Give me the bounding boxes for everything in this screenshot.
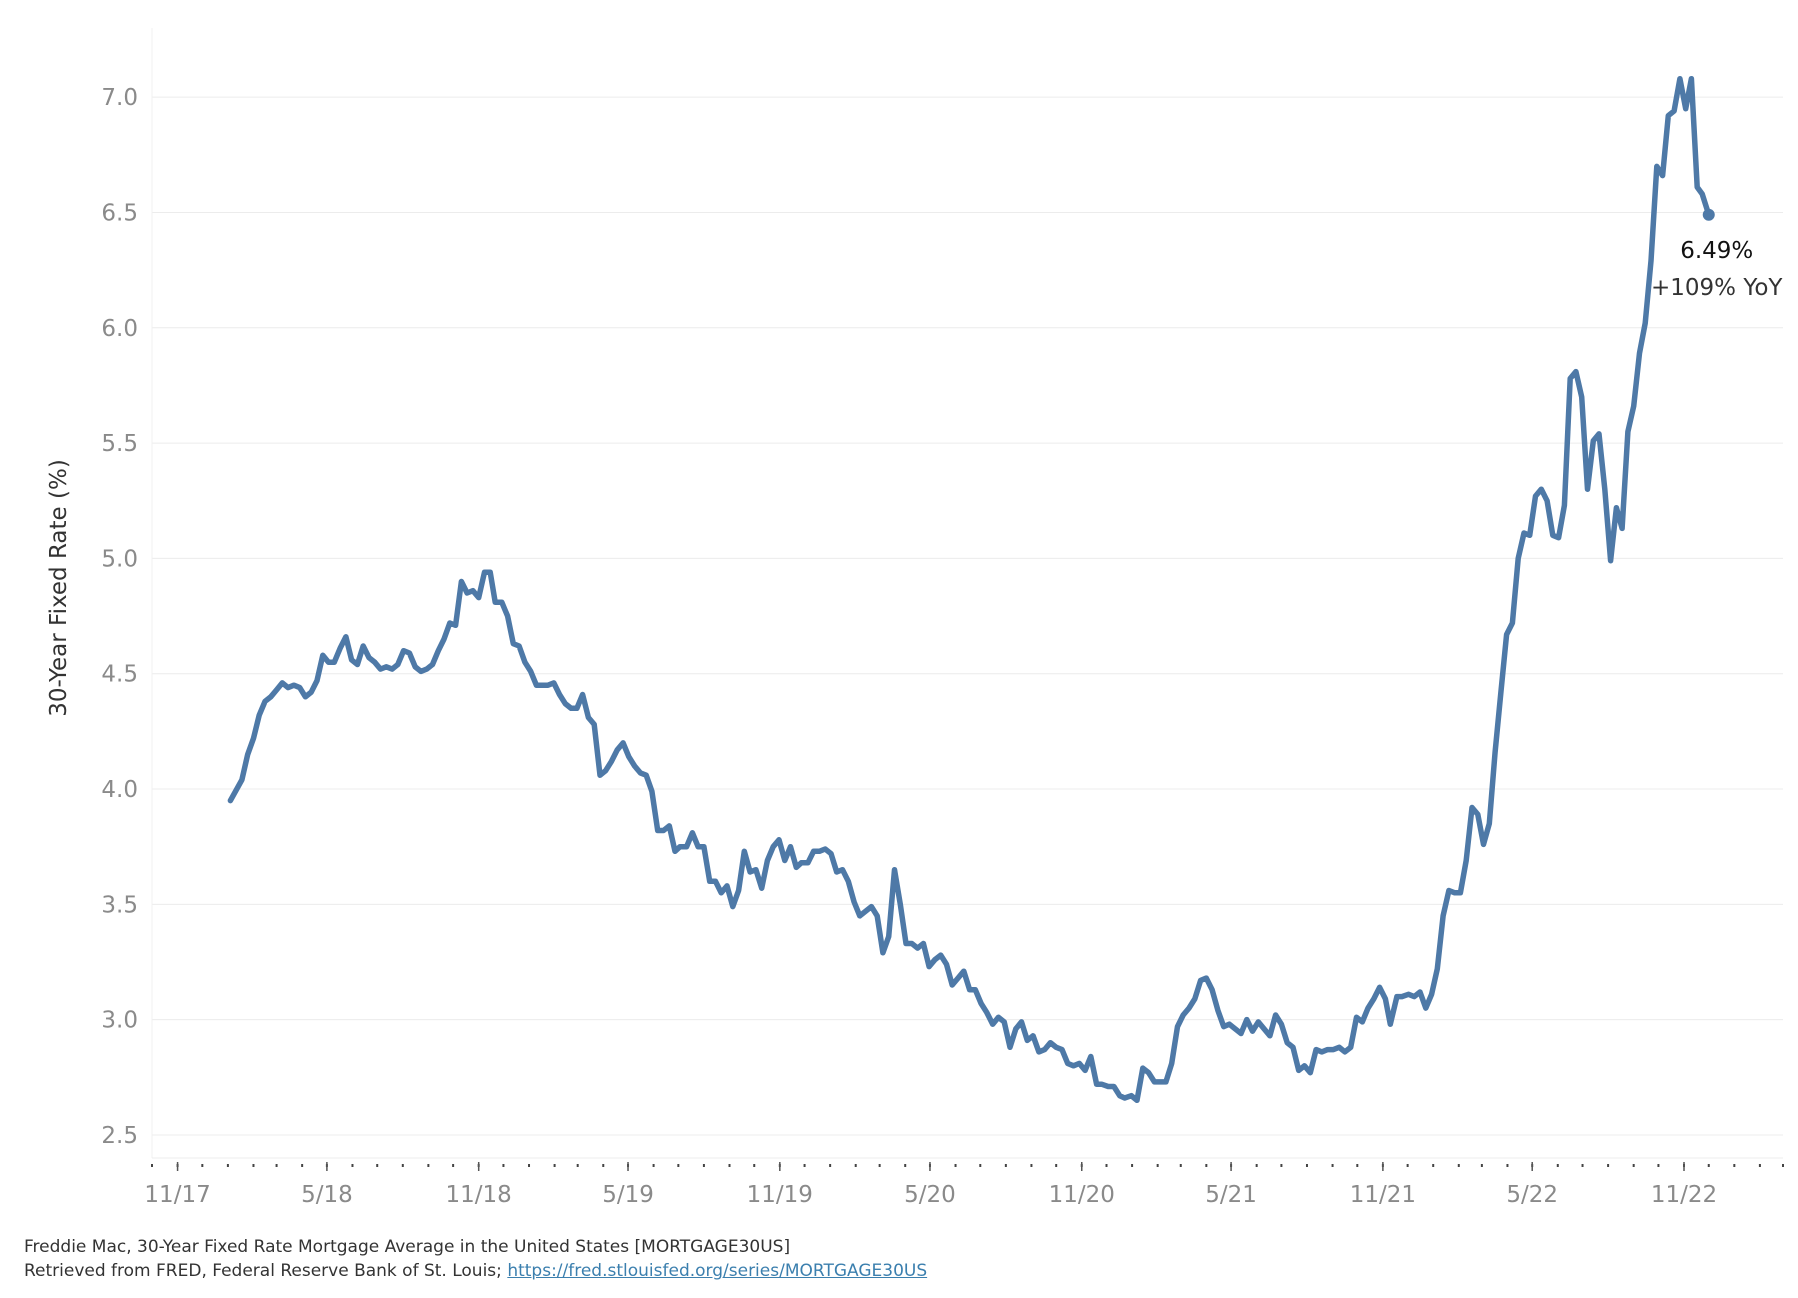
y-tick-label: 5.0 <box>101 546 138 572</box>
series-line <box>227 75 1712 1104</box>
y-tick-label: 3.5 <box>101 892 138 918</box>
last-point-marker <box>1702 208 1715 221</box>
x-tick-label: 11/20 <box>1049 1182 1115 1208</box>
gridlines <box>152 96 1783 1136</box>
annotation-value-label: 6.49% <box>1680 238 1753 264</box>
y-tick-label: 7.0 <box>101 85 138 111</box>
source-retrieved-text: Retrieved from FRED, Federal Reserve Ban… <box>24 1261 502 1281</box>
source-citation-line2: Retrieved from FRED, Federal Reserve Ban… <box>24 1261 927 1281</box>
y-tick-label: 5.5 <box>101 431 138 457</box>
x-tick-label: 11/17 <box>144 1182 210 1208</box>
x-tick-label: 5/20 <box>904 1182 956 1208</box>
x-tick-label: 11/21 <box>1350 1182 1416 1208</box>
x-tick-label: 5/18 <box>301 1182 353 1208</box>
annotation-yoy-label: +109% YoY <box>1651 275 1783 301</box>
x-tick-label: 11/19 <box>747 1182 813 1208</box>
x-tick-label: 5/22 <box>1506 1182 1558 1208</box>
y-axis-title: 30-Year Fixed Rate (%) <box>46 459 72 717</box>
x-tick-label: 5/19 <box>602 1182 654 1208</box>
source-citation-line1: Freddie Mac, 30-Year Fixed Rate Mortgage… <box>24 1237 791 1257</box>
x-tick-label: 11/22 <box>1651 1182 1717 1208</box>
y-axis-ticks: 2.5 3.0 3.5 4.0 4.5 5.0 5.5 6.0 6.5 7.0 <box>101 85 138 1149</box>
y-tick-label: 3.0 <box>101 1008 138 1034</box>
y-tick-label: 6.5 <box>101 200 138 226</box>
x-tick-label: 5/21 <box>1205 1182 1257 1208</box>
y-tick-label: 4.5 <box>101 662 138 688</box>
source-link[interactable]: https://fred.stlouisfed.org/series/MORTG… <box>507 1261 928 1281</box>
x-tick-label: 11/18 <box>446 1182 512 1208</box>
y-tick-label: 6.0 <box>101 316 138 342</box>
series-group <box>227 75 1715 1104</box>
y-tick-label: 4.0 <box>101 777 138 803</box>
x-axis-ticks: 11/17 5/18 11/18 5/19 11/19 5/20 11/20 5/21 11/2… <box>144 1162 1784 1208</box>
y-tick-label: 2.5 <box>101 1123 138 1149</box>
